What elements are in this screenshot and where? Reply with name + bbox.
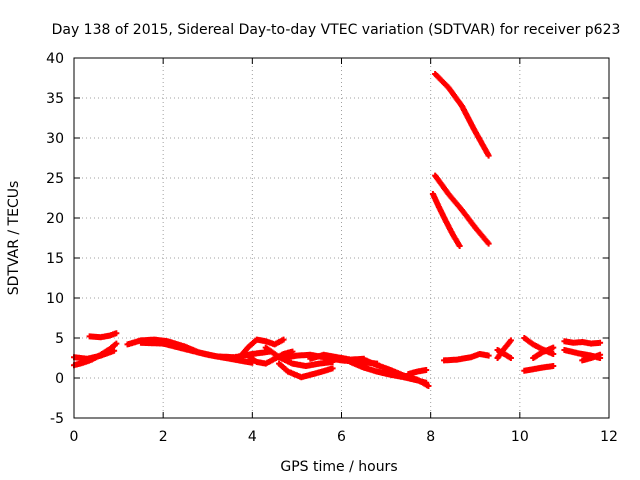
data-point (456, 243, 463, 249)
x-tick-label: 12 (600, 429, 618, 445)
data-point (550, 351, 557, 357)
series-arc-r (429, 191, 463, 249)
data-point (425, 383, 432, 389)
data-point-run (504, 338, 513, 348)
x-tick-label: 8 (426, 429, 435, 445)
series-arc-k (307, 351, 367, 363)
series-arc-w (530, 344, 557, 361)
data-point (507, 355, 514, 361)
x-tick-label: 6 (337, 429, 346, 445)
chart-title: Day 138 of 2015, Sidereal Day-to-day VTE… (52, 22, 621, 38)
series-arc-b (71, 347, 118, 362)
data-point-run (473, 129, 491, 158)
data-point (113, 330, 120, 337)
y-tick-label: -5 (50, 411, 64, 427)
data-point-run (446, 192, 464, 212)
series-arc-i (276, 360, 336, 381)
data-point (423, 367, 430, 373)
y-tick-label: 0 (55, 371, 64, 387)
data-point-run (433, 72, 451, 90)
series-arc-p (432, 71, 492, 159)
series-arc-x (561, 338, 604, 347)
y-tick-label: 40 (46, 51, 64, 67)
data-point (485, 240, 492, 247)
series-arc-t (494, 347, 514, 361)
y-tick-label: 5 (55, 331, 64, 347)
data-point (507, 337, 514, 344)
series-arc-n (405, 367, 430, 377)
series-arc-o (441, 351, 492, 364)
data-point-run (446, 85, 464, 108)
series-arc-m (360, 356, 432, 389)
x-tick-label: 0 (70, 429, 79, 445)
grid-lines (74, 58, 609, 418)
y-tick-label: 25 (46, 171, 64, 187)
x-axis-label: GPS time / hours (280, 459, 397, 475)
series-arc-e (137, 339, 256, 366)
data-point-run (108, 330, 118, 338)
data-point (550, 363, 557, 369)
y-axis-label: SDTVAR / TECUs (6, 181, 22, 296)
data-point (329, 365, 336, 372)
series-arc-c (86, 330, 120, 341)
data-point (597, 351, 604, 358)
y-tick-label: 35 (46, 91, 64, 107)
data-point-run (473, 225, 491, 246)
data-point-run (299, 369, 321, 380)
data-point (485, 152, 492, 159)
series-arc-u (521, 363, 557, 374)
data-point-run (139, 339, 165, 347)
x-tick-label: 2 (159, 429, 168, 445)
data-point (485, 352, 492, 359)
data-point (280, 336, 287, 343)
data-point (550, 344, 557, 351)
y-tick-label: 15 (46, 251, 64, 267)
tick-labels: 0 2 4 6 8 10 12 -5 0 5 10 15 20 25 30 35 40 (46, 51, 618, 445)
series-arc-f (235, 336, 287, 361)
data-point (111, 347, 118, 354)
series-arc-z (579, 351, 604, 364)
data-point (113, 340, 120, 347)
series-arc-q (432, 172, 492, 247)
x-tick-label: 10 (511, 429, 529, 445)
data-point-run (459, 208, 478, 230)
data-point-run (433, 173, 451, 196)
data-point-run (108, 341, 118, 352)
data-points (71, 71, 604, 389)
plot-border (73, 57, 610, 419)
y-tick-label: 20 (46, 211, 64, 227)
data-point-run (459, 104, 478, 134)
data-point (597, 339, 604, 346)
y-tick-label: 30 (46, 131, 64, 147)
x-tick-label: 4 (248, 429, 257, 445)
data-point-run (251, 348, 272, 357)
y-tick-label: 10 (46, 291, 64, 307)
data-point-run (277, 361, 290, 374)
